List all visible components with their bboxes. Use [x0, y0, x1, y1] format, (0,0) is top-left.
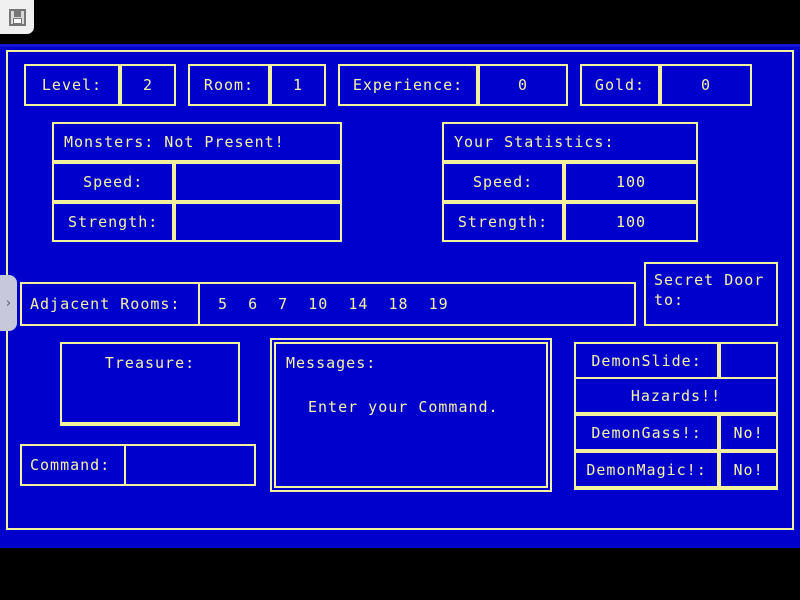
experience-group: Experience: 0 [338, 64, 568, 106]
monster-strength-value [174, 202, 342, 242]
demon-magic-label: DemonMagic!: [574, 451, 720, 488]
sidebar-expand-tab[interactable]: › [0, 275, 17, 331]
adjacent-rooms-value: 5 6 7 10 14 18 19 [200, 284, 634, 324]
statistics-title: Your Statistics: [442, 122, 698, 162]
command-input[interactable] [126, 446, 254, 484]
demon-gass-row: DemonGass!: No! [574, 414, 778, 451]
treasure-title: Treasure: [60, 342, 240, 384]
demon-slide-label: DemonSlide: [574, 342, 720, 379]
demon-magic-row: DemonMagic!: No! [574, 451, 778, 488]
monster-speed-value [174, 162, 342, 202]
monsters-panel: Monsters: Not Present! Speed: Strength: [52, 122, 342, 242]
room-label: Room: [188, 64, 270, 106]
gold-group: Gold: 0 [580, 64, 752, 106]
demon-magic-value: No! [719, 451, 778, 488]
room-group: Room: 1 [188, 64, 326, 106]
demon-gass-label: DemonGass!: [574, 414, 720, 451]
treasure-value [60, 382, 240, 424]
demon-gass-value: No! [719, 414, 778, 451]
level-label: Level: [24, 64, 120, 106]
treasure-panel: Treasure: [60, 342, 240, 426]
level-value: 2 [120, 64, 176, 106]
save-button[interactable] [0, 0, 34, 34]
player-strength-row: Strength: 100 [442, 202, 698, 242]
level-group: Level: 2 [24, 64, 176, 106]
experience-label: Experience: [338, 64, 478, 106]
gold-label: Gold: [580, 64, 660, 106]
demon-slide-row: DemonSlide: [574, 342, 778, 379]
monster-strength-label: Strength: [52, 202, 175, 242]
game-frame: Level: 2 Room: 1 Experience: 0 Gold: 0 M… [6, 50, 794, 530]
secret-door-line1: Secret Door [654, 271, 765, 289]
chevron-right-icon: › [5, 295, 12, 311]
status-bar: Level: 2 Room: 1 Experience: 0 Gold: 0 [24, 64, 764, 106]
game-screen: › Level: 2 Room: 1 Experience: 0 Gold: 0 [0, 44, 800, 548]
messages-line: Enter your Command. [308, 398, 499, 416]
monster-speed-label: Speed: [52, 162, 175, 202]
adjacent-rooms-panel: Adjacent Rooms: 5 6 7 10 14 18 19 [20, 282, 636, 326]
monster-speed-row: Speed: [52, 162, 342, 202]
secret-door-panel: Secret Door to: [644, 262, 778, 326]
monster-strength-row: Strength: [52, 202, 342, 242]
room-value: 1 [270, 64, 326, 106]
gold-value: 0 [660, 64, 752, 106]
statistics-panel: Your Statistics: Speed: 100 Strength: 10… [442, 122, 698, 242]
messages-panel: Messages: Enter your Command. [270, 338, 552, 492]
player-strength-label: Strength: [442, 202, 565, 242]
messages-title: Messages: [286, 354, 377, 372]
hazards-title: Hazards!! [574, 377, 778, 414]
hazards-panel: DemonSlide: Hazards!! DemonGass!: No! De… [574, 342, 778, 490]
player-speed-label: Speed: [442, 162, 565, 202]
player-strength-value: 100 [564, 202, 698, 242]
adjacent-rooms-label: Adjacent Rooms: [22, 284, 200, 324]
floppy-disk-icon [8, 8, 26, 26]
monsters-title: Monsters: Not Present! [52, 122, 342, 162]
secret-door-line2: to: [654, 291, 685, 309]
command-label: Command: [22, 446, 126, 484]
player-speed-value: 100 [564, 162, 698, 202]
player-speed-row: Speed: 100 [442, 162, 698, 202]
demon-slide-value [719, 342, 778, 379]
experience-value: 0 [478, 64, 568, 106]
command-row: Command: [20, 444, 256, 486]
